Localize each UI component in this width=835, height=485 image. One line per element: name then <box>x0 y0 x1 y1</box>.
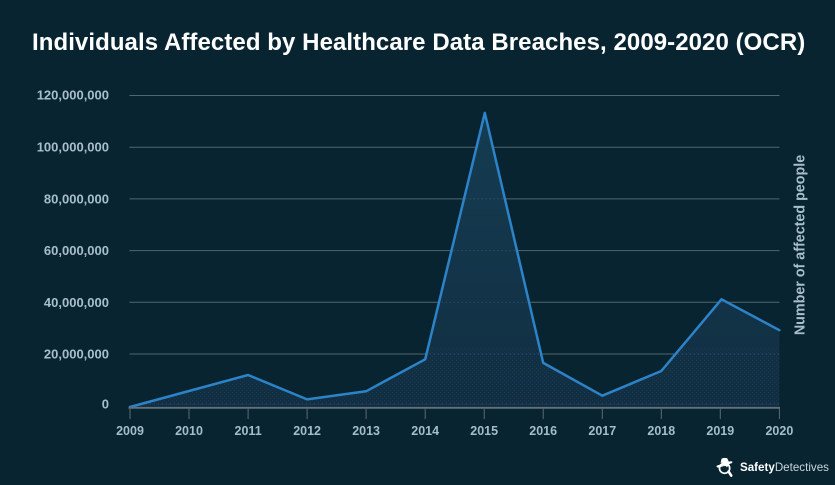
svg-text:20,000,000: 20,000,000 <box>44 347 109 362</box>
svg-text:2016: 2016 <box>529 424 557 438</box>
svg-text:2017: 2017 <box>588 424 616 438</box>
svg-text:0: 0 <box>102 397 109 412</box>
svg-text:60,000,000: 60,000,000 <box>44 243 109 258</box>
svg-text:100,000,000: 100,000,000 <box>37 140 109 155</box>
svg-text:2013: 2013 <box>352 424 380 438</box>
svg-text:2012: 2012 <box>293 424 321 438</box>
svg-text:80,000,000: 80,000,000 <box>44 191 109 206</box>
svg-text:2015: 2015 <box>470 424 498 438</box>
svg-text:2019: 2019 <box>706 424 734 438</box>
svg-text:120,000,000: 120,000,000 <box>37 88 109 103</box>
svg-text:2018: 2018 <box>647 424 675 438</box>
svg-text:2020: 2020 <box>765 424 793 438</box>
svg-text:40,000,000: 40,000,000 <box>44 295 109 310</box>
svg-text:2010: 2010 <box>175 424 203 438</box>
svg-text:2011: 2011 <box>235 424 262 438</box>
svg-text:2014: 2014 <box>411 424 439 438</box>
svg-text:2009: 2009 <box>116 424 144 438</box>
svg-text:SafetyDetectives: SafetyDetectives <box>740 461 829 474</box>
svg-text:Number of affected people: Number of affected people <box>793 155 809 335</box>
